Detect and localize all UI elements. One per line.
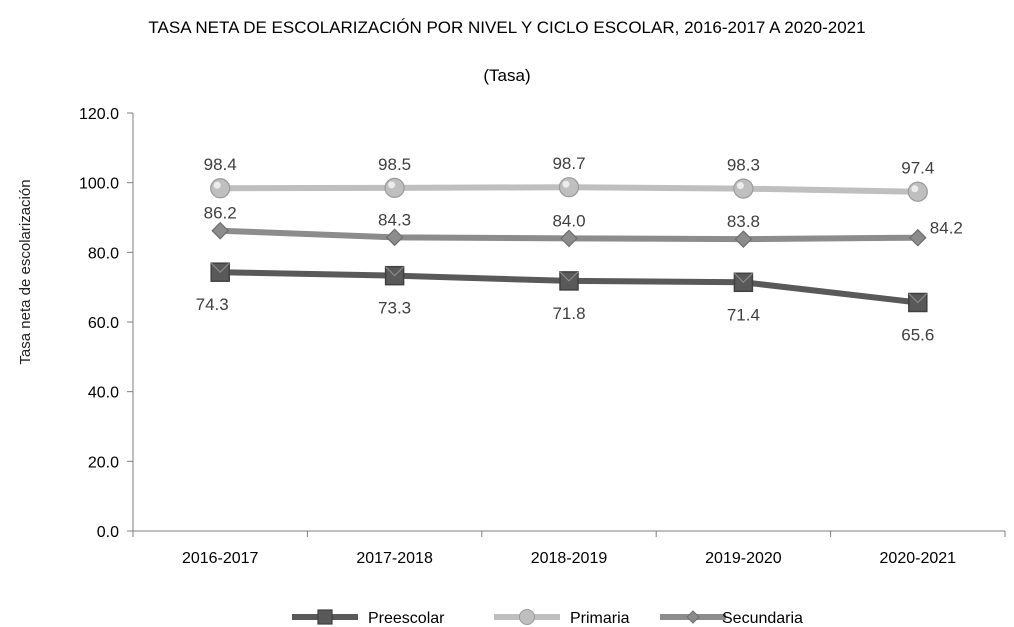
x-tick-label: 2018-2019 <box>531 550 608 567</box>
y-tick-label: 20.0 <box>88 454 119 471</box>
point-marker <box>734 230 753 248</box>
y-tick-label: 120.0 <box>79 106 119 123</box>
point-marker-detail <box>733 272 753 284</box>
point-marker-detail <box>210 262 230 274</box>
chart-title: TASA NETA DE ESCOLARIZACIÓN POR NIVEL Y … <box>148 18 865 37</box>
x-tick-label: 2017-2018 <box>356 550 433 567</box>
legend-item-primaria: Primaria <box>494 609 630 627</box>
point-marker-detail <box>385 266 405 277</box>
legend-label: Preescolar <box>368 610 445 627</box>
y-tick-label: 40.0 <box>88 385 119 402</box>
chart-subtitle: (Tasa) <box>483 66 530 85</box>
data-label: 84.0 <box>552 211 585 230</box>
point-marker <box>560 229 578 248</box>
point-marker-detail <box>908 293 928 304</box>
point-marker <box>210 178 231 199</box>
point-marker-highlight <box>911 185 919 193</box>
point-marker <box>558 177 580 198</box>
point-marker <box>211 221 230 240</box>
point-marker <box>908 228 927 247</box>
data-label: 98.7 <box>552 154 585 173</box>
point-marker-highlight <box>388 181 396 189</box>
x-tick-label: 2016-2017 <box>182 550 259 567</box>
y-tick-label: 0.0 <box>97 524 119 541</box>
data-label: 65.6 <box>901 325 934 344</box>
y-tick-label: 80.0 <box>88 245 119 262</box>
point-marker-highlight <box>562 180 570 188</box>
data-label: 71.4 <box>727 305 760 324</box>
series-secundaria <box>211 221 927 248</box>
legend-item-secundaria: Secundaria <box>660 610 803 627</box>
data-label: 71.8 <box>552 304 585 323</box>
y-tick-label: 60.0 <box>88 315 119 332</box>
data-label: 98.5 <box>378 155 411 174</box>
legend-marker <box>317 609 333 625</box>
series-layer <box>210 177 928 313</box>
data-label: 74.3 <box>196 295 229 314</box>
data-label: 86.2 <box>204 204 237 223</box>
legend-marker <box>519 609 535 625</box>
data-label: 98.3 <box>727 156 760 175</box>
y-tick-label: 100.0 <box>79 176 119 193</box>
data-label: 84.3 <box>378 210 411 229</box>
point-marker-highlight <box>213 181 221 189</box>
data-label: 84.2 <box>930 219 963 238</box>
data-label: 83.8 <box>727 212 760 231</box>
point-marker <box>907 181 928 202</box>
legend-label: Secundaria <box>722 610 803 627</box>
legend-label: Primaria <box>570 610 630 627</box>
legend-item-preescolar: Preescolar <box>292 609 445 627</box>
legend-marker <box>686 610 700 624</box>
series-preescolar <box>210 262 928 313</box>
x-tick-label: 2019-2020 <box>705 550 782 567</box>
legend: Preescolar Primaria Secundaria <box>292 609 803 627</box>
point-marker-highlight <box>736 182 744 190</box>
x-tick-label: 2020-2021 <box>880 550 957 567</box>
data-labels: 86.2 84.3 84.0 83.8 84.2 74.3 73.3 71.8 71.4 65.6… <box>196 154 963 344</box>
axes: 0.0 20.0 40.0 60.0 80.0 100.0 120.0 2016-2017 20… <box>79 106 1006 567</box>
series-primaria <box>210 177 928 202</box>
point-marker <box>385 228 404 247</box>
data-label: 97.4 <box>901 159 934 178</box>
y-axis-label: Tasa neta de escolarización <box>17 179 34 364</box>
data-label: 73.3 <box>378 299 411 318</box>
point-marker <box>384 177 405 198</box>
point-marker-detail <box>559 271 579 282</box>
data-label: 98.4 <box>204 155 237 174</box>
point-marker <box>733 178 754 199</box>
